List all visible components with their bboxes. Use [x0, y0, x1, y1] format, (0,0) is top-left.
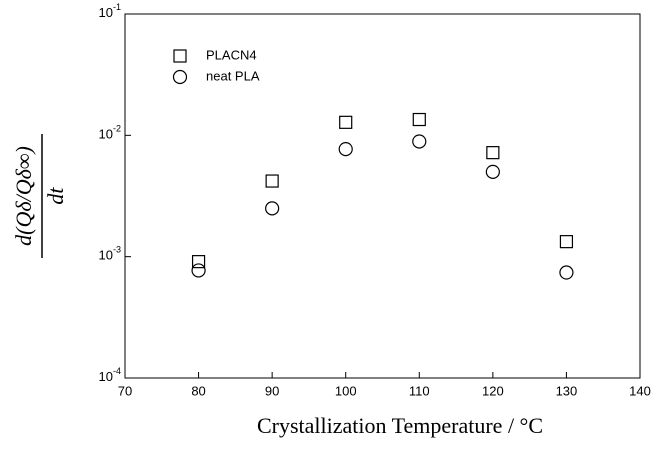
x-tick-label: 80 [191, 383, 205, 398]
marker-circle [191, 263, 206, 278]
tick-exponent: -2 [113, 124, 121, 134]
y-tick-label: 10-2 [99, 124, 121, 142]
marker-square [412, 112, 426, 127]
marker-square [265, 174, 279, 188]
x-tick-label: 130 [556, 383, 578, 398]
marker-circle [338, 142, 353, 157]
marker-circle [265, 201, 280, 216]
marker-circle [172, 69, 188, 85]
y-tick-label: 10-1 [99, 2, 121, 20]
tick-base: 10 [99, 5, 113, 20]
marker-square [339, 115, 353, 129]
marker-circle [485, 164, 500, 179]
tick-exponent: -1 [113, 2, 121, 12]
y-tick-label: 10-4 [99, 366, 121, 384]
tick-base: 10 [99, 369, 113, 384]
y-label-denominator: dt [43, 187, 68, 205]
y-label-numerator: d(Qδ/Qδ∞) [11, 146, 36, 246]
marker-square [486, 146, 500, 160]
marker-square [173, 49, 187, 63]
y-axis-label: d(Qδ/Qδ∞) dt [11, 134, 68, 258]
marker-square [191, 255, 206, 269]
tick-exponent: -4 [113, 366, 121, 376]
x-axis-label: Crystallization Temperature / °C [257, 413, 543, 438]
x-tick-label: 120 [482, 383, 504, 398]
x-tick-label: 100 [335, 383, 357, 398]
x-tick-label: 70 [118, 383, 132, 398]
tick-base: 10 [99, 248, 113, 263]
tick-base: 10 [99, 127, 113, 142]
marker-circle [412, 134, 427, 149]
x-tick-label: 90 [265, 383, 279, 398]
plot-frame [124, 13, 641, 379]
tick-exponent: -3 [113, 245, 121, 255]
x-tick-label: 110 [409, 383, 430, 398]
y-tick-label: 10-3 [99, 245, 121, 263]
marker-circle [559, 265, 574, 280]
legend-label: neat PLA [206, 68, 260, 83]
legend-label: PLACN4 [206, 47, 257, 62]
marker-square [559, 235, 574, 249]
x-tick-label: 140 [629, 383, 651, 398]
